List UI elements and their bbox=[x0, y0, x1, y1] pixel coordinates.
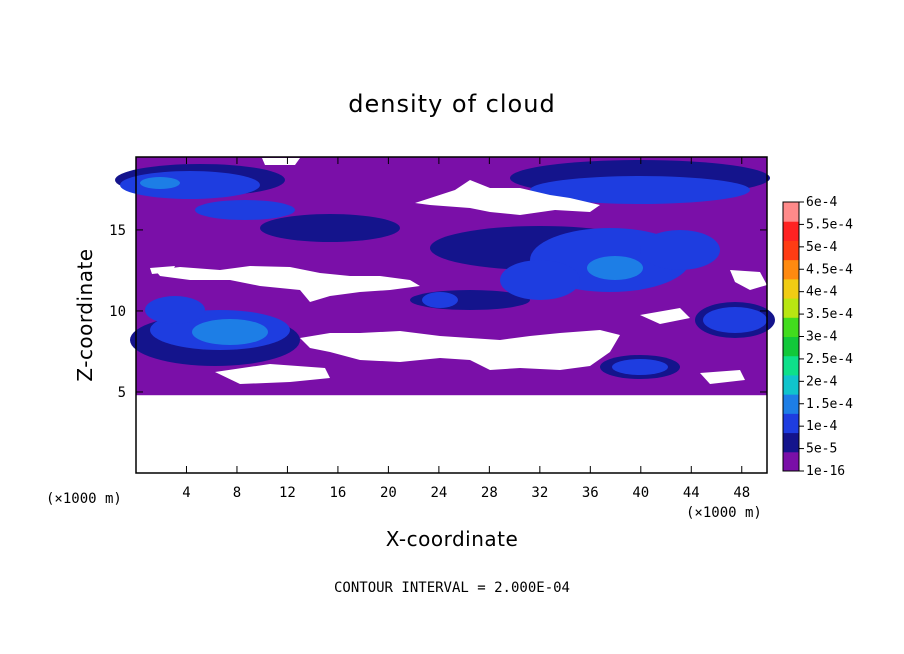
clear-gap bbox=[300, 330, 620, 370]
colorbar-label: 5e-4 bbox=[806, 240, 837, 255]
core-region bbox=[145, 296, 205, 324]
colorbar-swatch bbox=[783, 202, 799, 222]
colorbar-label: 3.5e-4 bbox=[806, 307, 853, 322]
x-tick-label: 40 bbox=[632, 485, 649, 501]
contour-interval-note: CONTOUR INTERVAL = 2.000E-04 bbox=[334, 580, 570, 596]
colorbar-swatch bbox=[783, 374, 799, 395]
colorbar-label: 6e-4 bbox=[806, 195, 837, 210]
core-region bbox=[640, 230, 720, 270]
clear-gap bbox=[730, 270, 767, 290]
density-field bbox=[115, 157, 775, 396]
plot-area bbox=[115, 156, 775, 474]
y-tick-label: 15 bbox=[109, 223, 126, 239]
colorbar-swatch bbox=[783, 298, 799, 318]
y-axis-label: Z-coordinate bbox=[73, 248, 97, 381]
plot-frame bbox=[135, 156, 768, 474]
colorbar-label: 4e-4 bbox=[806, 285, 837, 300]
colorbar-swatch bbox=[783, 394, 799, 414]
x-tick-label: 36 bbox=[582, 485, 599, 501]
colorbar-label: 1.5e-4 bbox=[806, 397, 853, 412]
colorbar-swatch bbox=[783, 355, 799, 376]
x-tick-label: 12 bbox=[279, 485, 296, 501]
colorbar-label: 2e-4 bbox=[806, 374, 837, 389]
clear-gap bbox=[155, 266, 420, 302]
colorbar-label: 3e-4 bbox=[806, 330, 837, 345]
y-axis-ticks: 5 10 15 bbox=[109, 223, 767, 401]
core-region bbox=[195, 200, 295, 220]
colorbar-label: 1e-16 bbox=[806, 464, 845, 479]
y-tick-label: 5 bbox=[118, 385, 126, 401]
dark-band bbox=[260, 214, 400, 242]
clear-gap bbox=[415, 180, 600, 215]
x-tick-label: 32 bbox=[531, 485, 548, 501]
x-axis-unit-right: (×1000 m) bbox=[686, 505, 762, 521]
colorbar-label: 1e-4 bbox=[806, 419, 837, 434]
colorbar-swatch bbox=[783, 336, 799, 357]
x-tick-label: 24 bbox=[430, 485, 447, 501]
core-region bbox=[530, 176, 750, 204]
core-center bbox=[587, 256, 643, 280]
colorbar-label: 5.5e-4 bbox=[806, 217, 853, 232]
core-region bbox=[120, 171, 260, 199]
colorbar-swatch bbox=[783, 451, 799, 472]
x-tick-label: 8 bbox=[233, 485, 241, 501]
colorbar-swatch bbox=[783, 240, 799, 261]
y-tick-label: 10 bbox=[109, 304, 126, 320]
clear-gap bbox=[700, 370, 745, 384]
core-region bbox=[500, 260, 580, 300]
x-tick-label: 48 bbox=[733, 485, 750, 501]
core-center bbox=[140, 177, 180, 189]
clear-gap bbox=[640, 308, 690, 324]
colorbar-label: 5e-5 bbox=[806, 442, 837, 457]
core-center bbox=[192, 319, 268, 345]
clear-gap bbox=[150, 266, 175, 274]
colorbar-label: 4.5e-4 bbox=[806, 262, 853, 277]
colorbar: 1e-16 5e-5 1e-4 1.5e-4 2e-4 2.5e-4 3e-4 3.5e-4 4… bbox=[782, 195, 853, 479]
x-axis-ticks: 4 8 12 16 20 24 28 32 36 40 44 48 bbox=[182, 157, 750, 501]
colorbar-swatch bbox=[783, 259, 799, 280]
core-region bbox=[612, 359, 668, 375]
core-region bbox=[703, 307, 767, 333]
colorbar-swatch bbox=[783, 413, 799, 434]
colorbar-swatch bbox=[783, 278, 799, 299]
colorbar-swatch bbox=[783, 432, 799, 453]
x-axis-label: X-coordinate bbox=[386, 527, 519, 551]
colorbar-swatch bbox=[783, 221, 799, 241]
chart-title: density of cloud bbox=[348, 90, 555, 118]
x-tick-label: 16 bbox=[329, 485, 346, 501]
clear-gap bbox=[262, 158, 300, 165]
x-tick-label: 4 bbox=[182, 485, 190, 501]
x-tick-label: 44 bbox=[683, 485, 700, 501]
core-region bbox=[422, 292, 458, 308]
x-tick-label: 20 bbox=[380, 485, 397, 501]
colorbar-swatch bbox=[783, 317, 799, 337]
colorbar-label: 2.5e-4 bbox=[806, 352, 853, 367]
clear-gap bbox=[215, 364, 330, 384]
x-tick-label: 28 bbox=[481, 485, 498, 501]
x-axis-unit-left: (×1000 m) bbox=[46, 491, 122, 507]
